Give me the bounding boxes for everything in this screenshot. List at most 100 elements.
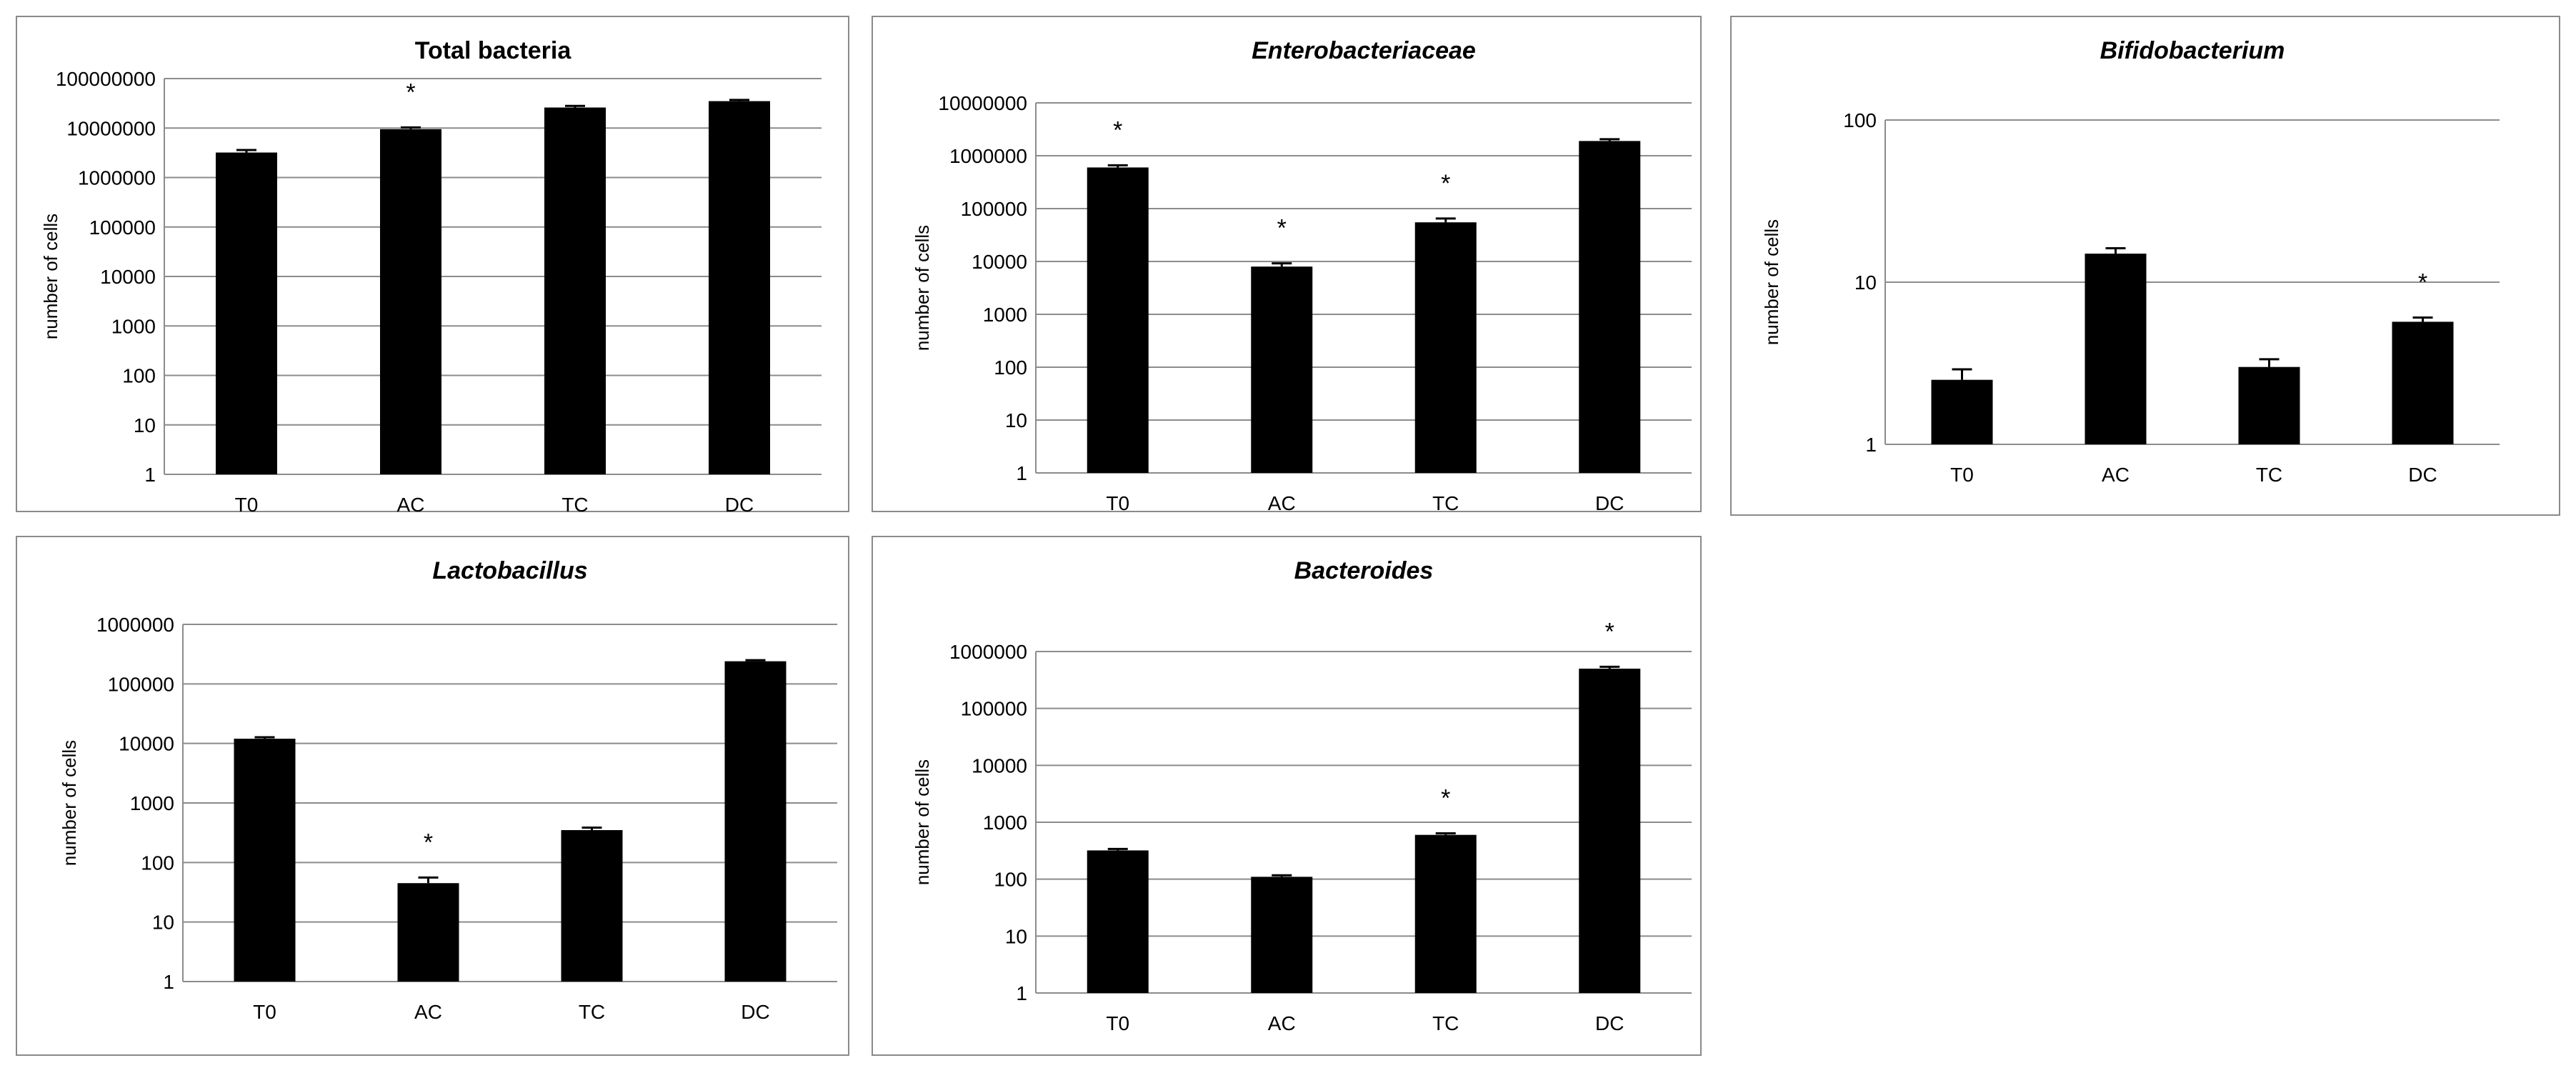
bar-dc (1579, 141, 1641, 473)
y-tick-label: 1000 (111, 315, 156, 337)
y-tick-label: 1000000 (949, 641, 1027, 663)
bar-t0 (216, 152, 277, 474)
bar-ac (1251, 877, 1313, 993)
y-tick-label: 10 (134, 414, 156, 436)
y-axis-label: number of cells (40, 214, 61, 339)
bar-t0 (1087, 850, 1149, 993)
y-tick-label: 10000 (119, 733, 174, 755)
significance-marker: * (406, 79, 415, 106)
bar-dc (2392, 321, 2454, 444)
significance-marker: * (1277, 215, 1287, 242)
chart-svg-lactobacillus: Lactobacillus 1 10 100 1000 10000 100000 100000… (59, 557, 837, 1023)
y-tick-label: 100000 (961, 198, 1027, 220)
y-tick-label: 100 (141, 852, 174, 874)
bar-ac (380, 129, 441, 474)
bar-tc (2238, 366, 2300, 444)
x-tick-label: AC (1268, 1012, 1296, 1034)
y-tick-label: 100000000 (56, 68, 156, 90)
y-tick-label: 1000000 (96, 614, 174, 636)
chart-svg-bacteroides: Bacteroides 1 10 100 1000 10000 100000 1000000 n… (912, 557, 1692, 1034)
x-tick-label: AC (414, 1001, 442, 1023)
chart-panel-total-bacteria: Total bacteria 1 10 100 1000 10000 100000 10000… (16, 16, 849, 516)
chart-panel-bifidobacterium: Bifidobacterium 1 10 100 number of cells T0 AC… (1730, 16, 2560, 516)
y-tick-label: 1 (1865, 434, 1877, 456)
bar-t0 (1931, 379, 1993, 444)
x-tick-label: DC (2408, 464, 2437, 486)
chart-title: Total bacteria (415, 37, 572, 64)
y-tick-label: 1 (144, 464, 156, 486)
x-tick-label: AC (397, 494, 425, 516)
x-tick-label: TC (561, 494, 588, 516)
chart-title: Bifidobacterium (2100, 37, 2285, 64)
chart-panel-bacteroides: Bacteroides 1 10 100 1000 10000 100000 1000000 n… (872, 536, 1702, 1056)
bar-tc (1414, 222, 1477, 473)
x-tick-label: T0 (1106, 492, 1129, 514)
x-tick-label: T0 (1950, 464, 1974, 486)
chart-svg-total-bacteria: Total bacteria 1 10 100 1000 10000 100000 10000… (40, 37, 822, 516)
y-tick-label: 1 (1016, 462, 1027, 484)
y-tick-label: 1000000 (78, 167, 156, 189)
y-axis-label: number of cells (912, 225, 933, 351)
x-tick-label: T0 (253, 1001, 276, 1023)
x-tick-label: TC (2256, 464, 2282, 486)
y-tick-label: 1 (1016, 982, 1027, 1004)
x-tick-label: DC (725, 494, 754, 516)
y-tick-label: 1000 (130, 792, 174, 814)
y-tick-label: 10000 (972, 754, 1027, 777)
significance-marker: * (2418, 269, 2427, 296)
bar-dc (724, 661, 787, 982)
y-axis-label: number of cells (59, 740, 80, 866)
bar-dc (1579, 668, 1641, 993)
y-tick-label: 10 (1005, 925, 1027, 947)
y-tick-label: 100 (994, 356, 1027, 379)
chart-panel-enterobacteriaceae: Enterobacteriaceae 1 10 100 1000 10000 100000 1… (872, 16, 1702, 514)
significance-marker: * (1113, 116, 1122, 144)
y-tick-label: 100 (122, 365, 156, 387)
y-tick-label: 100000 (89, 216, 156, 239)
x-tick-label: DC (1595, 492, 1624, 514)
x-tick-label: AC (1268, 492, 1296, 514)
bar-dc (709, 101, 770, 474)
significance-marker: * (424, 829, 433, 856)
y-tick-label: 10 (152, 912, 174, 934)
y-tick-label: 100000 (961, 698, 1027, 720)
chart-panel-lactobacillus: Lactobacillus 1 10 100 1000 10000 100000 100000… (16, 536, 849, 1056)
y-tick-label: 1000 (983, 812, 1027, 834)
significance-marker: * (1441, 170, 1450, 197)
y-tick-label: 1000000 (949, 145, 1027, 167)
chart-title: Bacteroides (1294, 557, 1434, 584)
y-tick-label: 100 (1843, 109, 1877, 131)
bar-ac (397, 883, 459, 982)
x-tick-label: T0 (235, 494, 259, 516)
bar-tc (561, 829, 623, 982)
significance-marker: * (1441, 784, 1450, 812)
x-tick-label: TC (1432, 1012, 1459, 1034)
y-tick-label: 10000 (100, 266, 156, 288)
bar-t0 (234, 739, 296, 982)
chart-title: Lactobacillus (432, 557, 587, 584)
x-tick-label: DC (741, 1001, 769, 1023)
y-tick-label: 10 (1005, 409, 1027, 431)
chart-svg-enterobacteriaceae: Enterobacteriaceae 1 10 100 1000 10000 100000 1… (912, 37, 1692, 514)
y-axis-label: number of cells (912, 759, 933, 885)
y-tick-label: 1000 (983, 304, 1027, 326)
x-tick-label: AC (2102, 464, 2130, 486)
bar-tc (1414, 834, 1477, 993)
x-tick-label: DC (1595, 1012, 1624, 1034)
chart-svg-bifidobacterium: Bifidobacterium 1 10 100 number of cells T0 AC… (1761, 37, 2500, 486)
y-tick-label: 10000000 (66, 117, 156, 139)
y-axis-label: number of cells (1761, 219, 1782, 345)
y-tick-label: 10000 (972, 251, 1027, 273)
bar-t0 (1087, 167, 1149, 473)
bar-tc (544, 107, 606, 475)
y-tick-label: 10000000 (938, 92, 1027, 114)
y-tick-label: 100 (994, 869, 1027, 891)
x-tick-label: T0 (1106, 1012, 1129, 1034)
bar-ac (1251, 266, 1313, 473)
y-tick-label: 100000 (108, 673, 174, 695)
significance-marker: * (1605, 618, 1614, 645)
y-tick-label: 10 (1854, 271, 1877, 294)
chart-title: Enterobacteriaceae (1252, 37, 1476, 64)
x-tick-label: TC (1432, 492, 1459, 514)
bar-ac (2085, 254, 2147, 444)
